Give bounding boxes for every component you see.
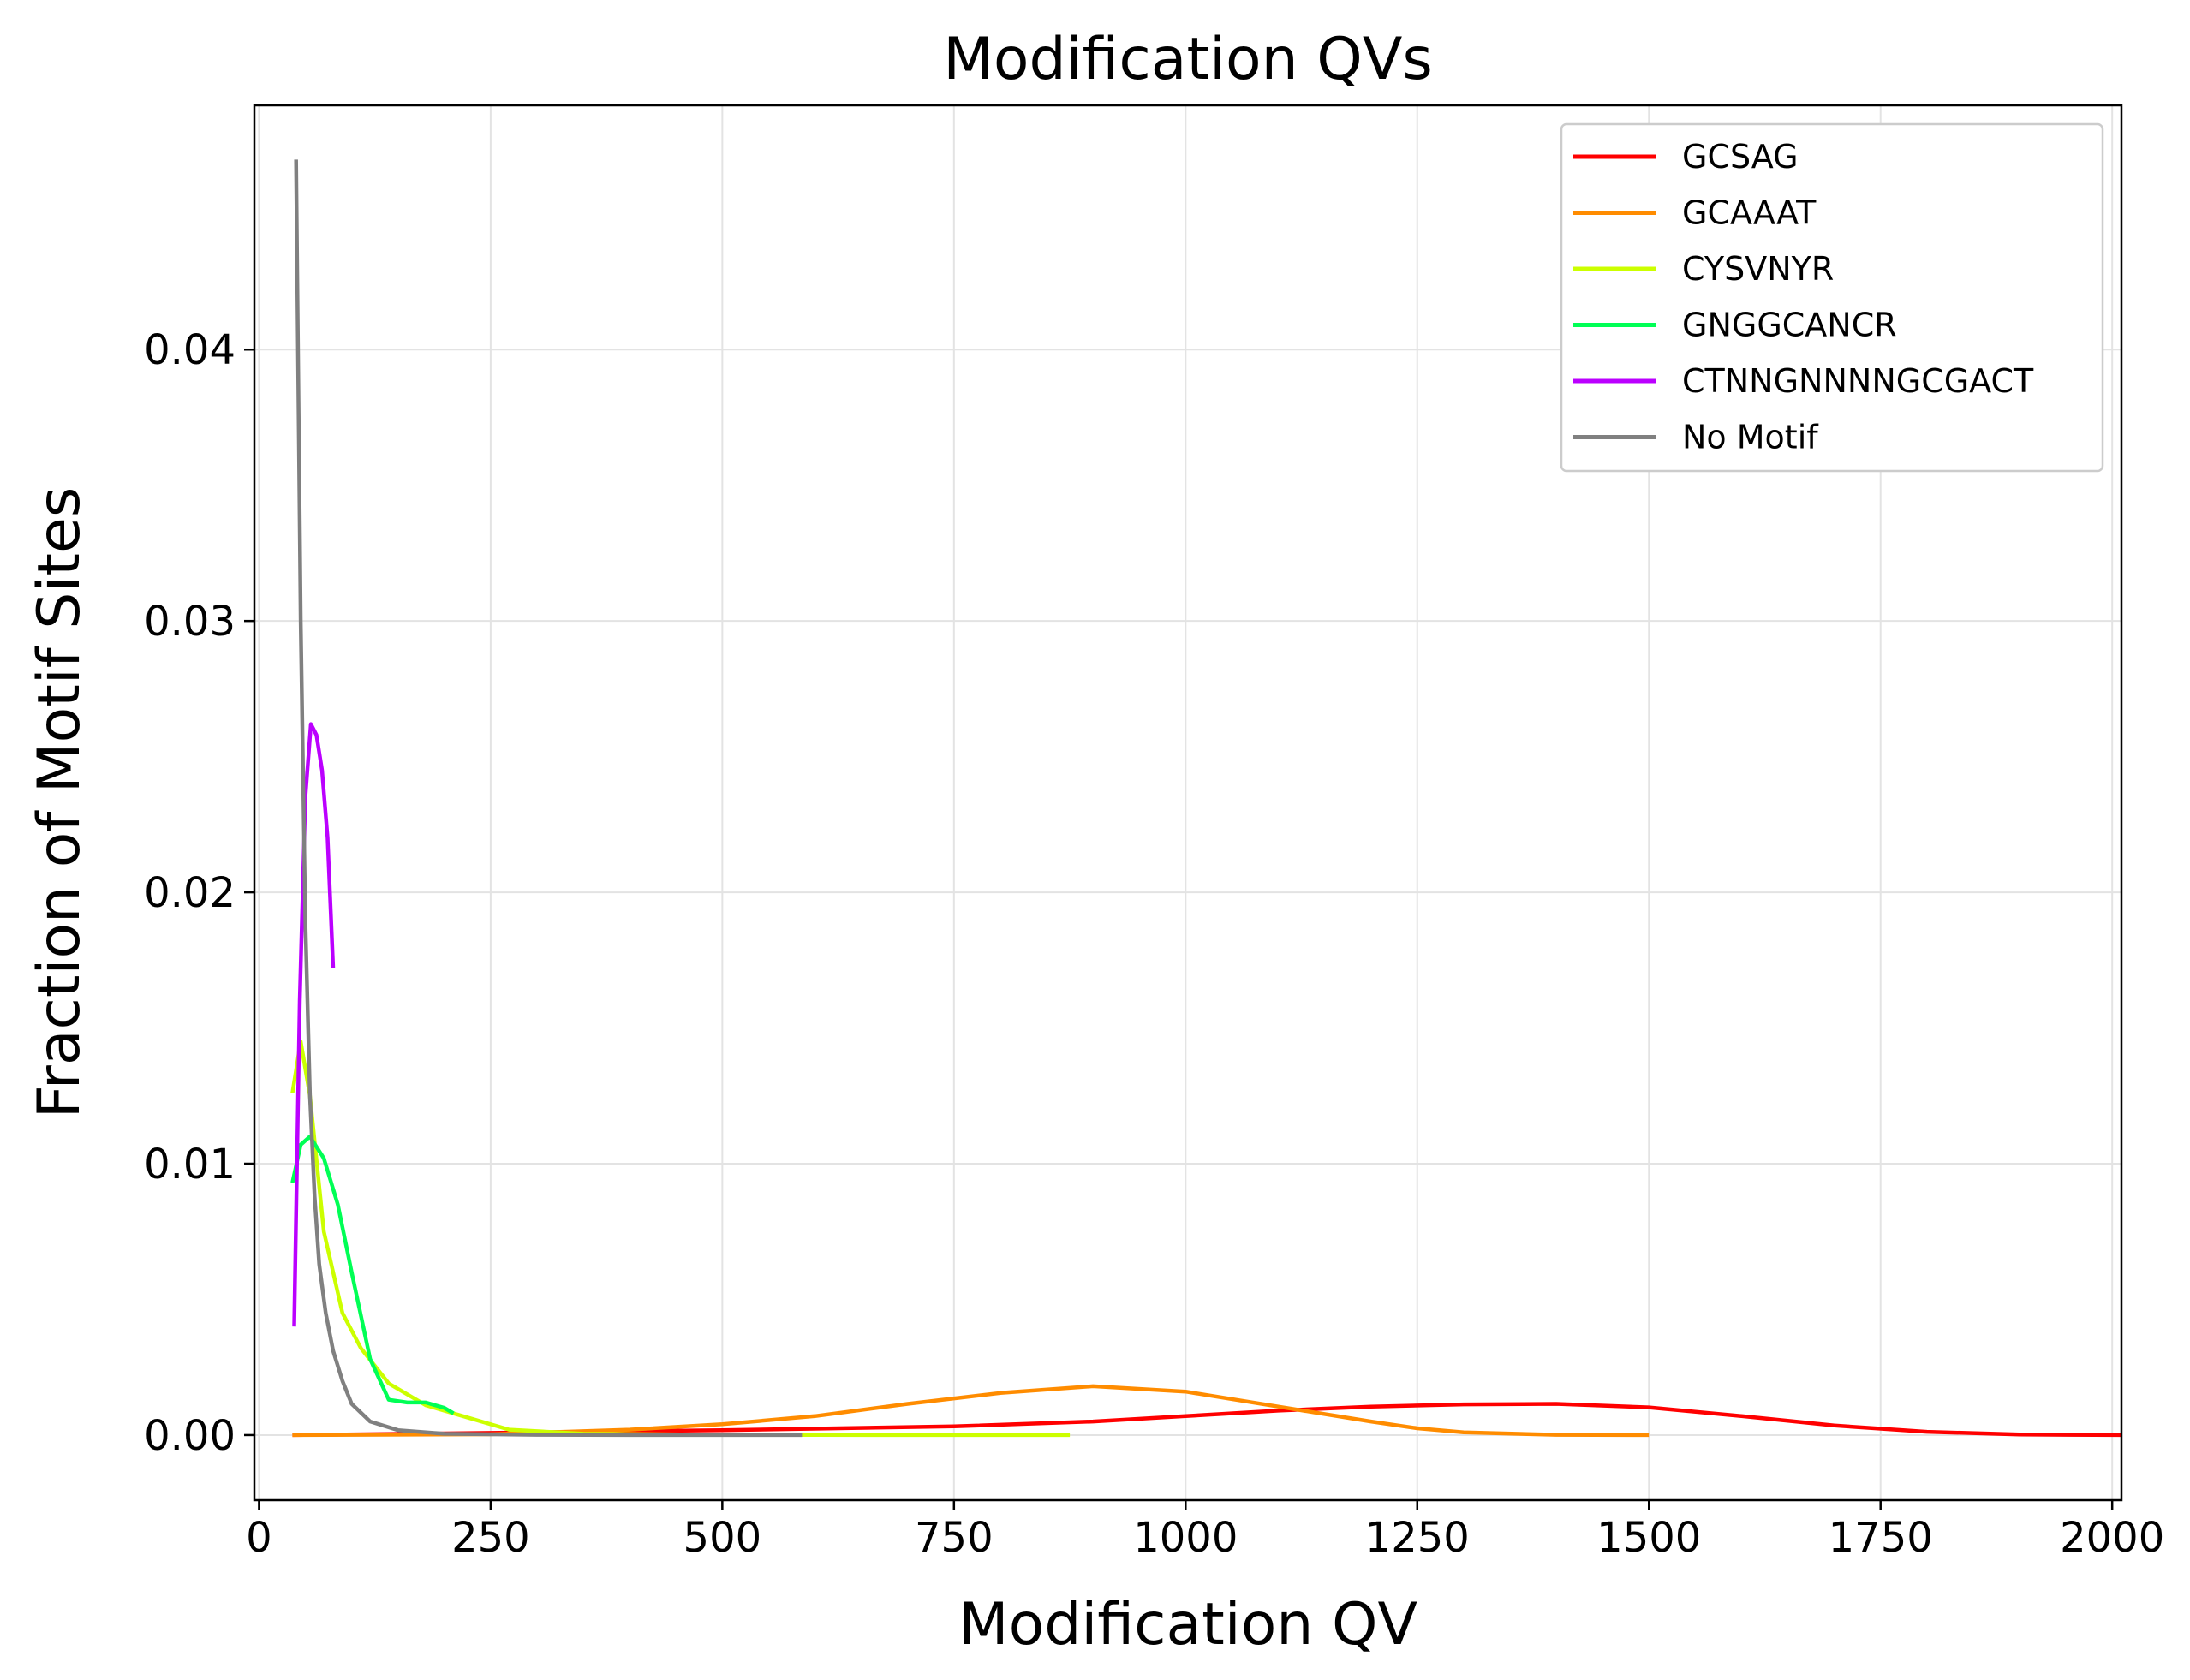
x-tick-label: 1500 <box>1596 1514 1701 1562</box>
y-tick-label: 0.00 <box>144 1412 236 1460</box>
x-tick-label: 2000 <box>2060 1514 2164 1562</box>
plot-frame <box>253 104 2123 1502</box>
y-tick-label: 0.01 <box>144 1141 236 1189</box>
series-lines <box>290 159 2122 1438</box>
legend-label: GCSAG <box>1682 138 1799 176</box>
x-tick-label: 750 <box>915 1514 994 1562</box>
legend-label: CYSVNYR <box>1682 250 1834 288</box>
x-axis-label: Modification QV <box>958 1591 1417 1659</box>
x-tick-label: 0 <box>246 1514 272 1562</box>
legend-label: GCAAAT <box>1682 194 1817 232</box>
legend: GCSAG GCAAAT CYSVNYR GNGGCANCR CTNNGNNNNGCGA… <box>1560 122 2104 473</box>
axis-ticks: 0 250 500 750 1000 1250 1500 1750 2000 0.00 0.01 0.… <box>144 326 2164 1562</box>
series-line-no-motif <box>294 159 803 1438</box>
x-tick-label: 1000 <box>1133 1514 1238 1562</box>
series-line-gcsag <box>292 1402 2122 1438</box>
chart-title: Modification QVs <box>943 26 1433 93</box>
x-tick-label: 1250 <box>1365 1514 1470 1562</box>
x-tick-label: 250 <box>451 1514 530 1562</box>
series-line-ctnngnnnngcgact <box>292 722 336 1327</box>
legend-label: GNGGCANCR <box>1682 307 1897 344</box>
y-axis-label: Fraction of Motif Sites <box>26 487 93 1119</box>
x-tick-label: 1750 <box>1829 1514 1933 1562</box>
legend-label: No Motif <box>1682 419 1819 456</box>
series-line-gnggcancr <box>290 1135 455 1415</box>
y-tick-label: 0.02 <box>144 869 236 917</box>
x-tick-label: 500 <box>683 1514 762 1562</box>
series-line-gcaaat <box>292 1384 1650 1438</box>
legend-box <box>1560 122 2104 473</box>
y-tick-label: 0.03 <box>144 598 236 646</box>
y-tick-label: 0.04 <box>144 326 236 374</box>
legend-label: CTNNGNNNNGCGACT <box>1682 362 2034 400</box>
